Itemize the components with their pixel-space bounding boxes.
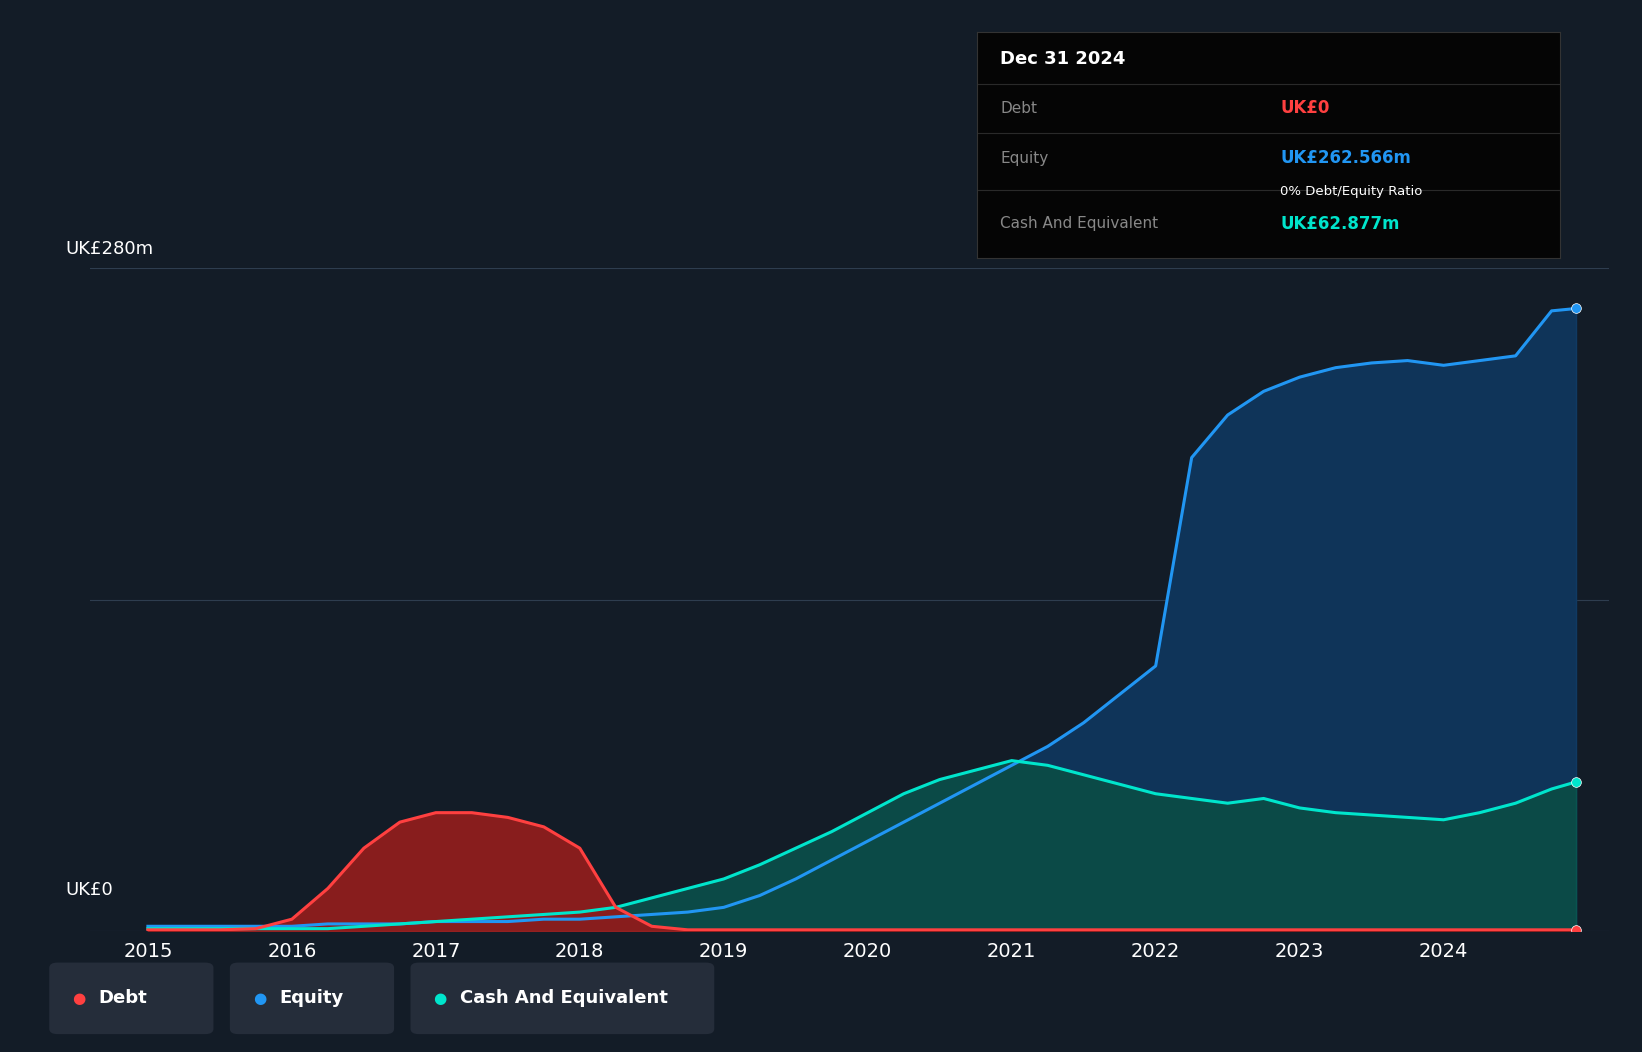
Text: UK£62.877m: UK£62.877m	[1281, 215, 1399, 232]
Text: Debt: Debt	[1000, 101, 1038, 116]
Text: ●: ●	[72, 991, 85, 1006]
Text: UK£280m: UK£280m	[66, 240, 154, 258]
Text: ●: ●	[433, 991, 447, 1006]
Text: Dec 31 2024: Dec 31 2024	[1000, 49, 1126, 67]
Text: UK£0: UK£0	[1281, 100, 1330, 118]
Text: Equity: Equity	[1000, 150, 1049, 166]
Text: Cash And Equivalent: Cash And Equivalent	[1000, 217, 1159, 231]
Text: UK£262.566m: UK£262.566m	[1281, 149, 1410, 167]
Text: Cash And Equivalent: Cash And Equivalent	[460, 989, 668, 1008]
Text: 0% Debt/Equity Ratio: 0% Debt/Equity Ratio	[1281, 185, 1422, 199]
Text: Equity: Equity	[279, 989, 343, 1008]
Text: Debt: Debt	[99, 989, 148, 1008]
Text: UK£0: UK£0	[66, 882, 113, 899]
Text: ●: ●	[253, 991, 266, 1006]
